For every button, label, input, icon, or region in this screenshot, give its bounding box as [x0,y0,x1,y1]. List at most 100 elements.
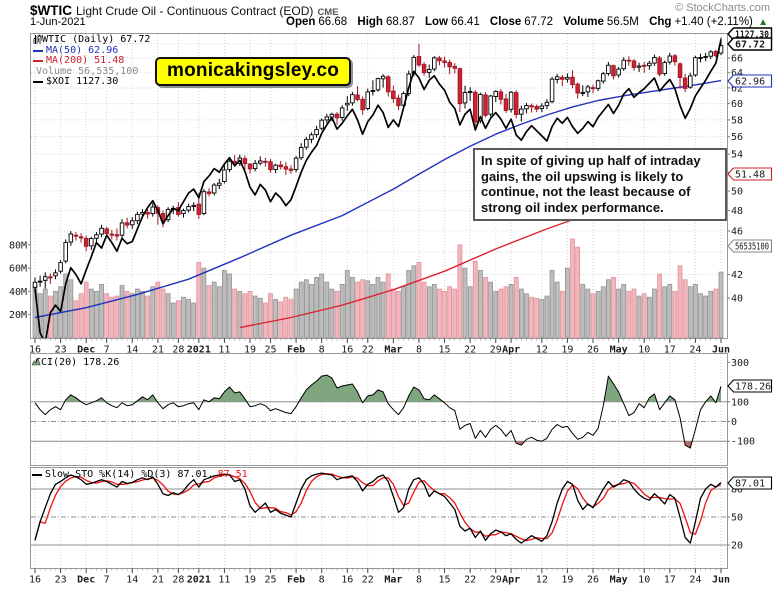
svg-text:Dec: Dec [77,575,95,586]
legend-symbol-row: $WTIC (Daily) 67.72 [33,34,151,46]
svg-text:26: 26 [587,345,599,356]
candlesticks [32,37,724,292]
change-value: +1.40 (+2.11%) [674,16,753,28]
legend-symbol-label: $WTIC (Daily) 67.72 [36,34,151,45]
volume-value: 56.5M [606,16,639,28]
main-legend: $WTIC (Daily) 67.72 MA(50) 62.96 MA(200)… [33,34,151,88]
svg-text:42: 42 [731,270,743,281]
svg-text:178.26: 178.26 [735,382,771,393]
svg-text:50: 50 [731,187,743,198]
svg-text:19: 19 [244,345,256,356]
svg-text:87.01: 87.01 [735,479,765,490]
svg-text:12: 12 [536,345,548,356]
svg-text:60M: 60M [9,264,27,275]
stockcharts-credit: © StockCharts.com [675,2,770,14]
low-label: Low [424,16,448,28]
svg-text:17: 17 [664,345,676,356]
svg-text:25: 25 [264,345,276,356]
volume-label: Volume [563,16,604,28]
svg-text:21: 21 [152,345,164,356]
svg-text:80: 80 [731,485,743,496]
svg-text:20: 20 [731,540,743,551]
symbol-description: Light Crude Oil - Continuous Contract (E… [76,4,314,18]
svg-text:46: 46 [731,226,743,237]
svg-text:May: May [610,345,628,356]
close-value: 67.72 [524,16,554,28]
svg-text:22: 22 [362,345,374,356]
svg-text:19: 19 [561,575,573,586]
watermark-badge: monicakingsley.co [155,57,351,86]
svg-text:22: 22 [464,575,476,586]
legend-ma200-row: MA(200) 51.48 [33,55,150,67]
svg-text:56: 56 [731,132,743,143]
svg-text:56535100: 56535100 [735,242,769,253]
sto-legend: Slow STO %K(14) %D(3) 87.01, 87.51 [32,469,248,480]
svg-text:22: 22 [464,345,476,356]
svg-text:48: 48 [731,206,743,217]
open-value: 66.68 [318,16,348,28]
svg-text:19: 19 [561,345,573,356]
svg-text:16: 16 [29,575,41,586]
svg-text:40M: 40M [9,287,27,298]
volume-bars [32,238,724,338]
cci-legend: CCI(20) 178.26 [32,357,119,368]
svg-text:14: 14 [126,575,138,586]
svg-text:Mar: Mar [384,575,402,586]
svg-text:Apr: Apr [502,575,520,586]
symbol-label: $WTIC [30,3,72,18]
quote-row: 1-Jun-2021 Open 66.68 High 68.87 Low 66.41 … [30,16,772,30]
svg-text:51.48: 51.48 [735,170,765,181]
svg-text:21: 21 [152,575,164,586]
svg-text:0: 0 [731,417,737,428]
svg-text:100: 100 [731,397,749,408]
chart-header: $WTIC Light Crude Oil - Continuous Contra… [30,2,772,18]
line-dash-icon [33,49,43,52]
svg-text:67.72: 67.72 [735,40,765,51]
svg-text:-100: -100 [731,437,755,448]
svg-text:20M: 20M [9,310,27,321]
legend-volume-label: Volume 56,535,100 [36,65,139,77]
legend-ma50-row: MA(50) 62.96 [33,45,150,57]
svg-text:11: 11 [218,575,230,586]
svg-text:8: 8 [416,345,422,356]
svg-text:2021: 2021 [187,345,211,356]
svg-text:64: 64 [731,68,743,79]
svg-text:22: 22 [362,575,374,586]
svg-text:28: 28 [172,575,184,586]
svg-text:29: 29 [490,345,502,356]
svg-text:16: 16 [341,345,353,356]
svg-text:Mar: Mar [384,345,402,356]
svg-text:80M: 80M [9,240,27,251]
legend-ma200-label: MA(200) 51.48 [46,55,125,66]
svg-text:28: 28 [172,345,184,356]
svg-text:24: 24 [689,345,701,356]
svg-text:16: 16 [341,575,353,586]
svg-text:7: 7 [104,575,110,586]
svg-text:Apr: Apr [502,345,520,356]
svg-text:11: 11 [218,345,230,356]
svg-text:16: 16 [29,345,41,356]
svg-text:7: 7 [104,345,110,356]
svg-text:15: 15 [439,575,451,586]
svg-text:26: 26 [587,575,599,586]
cci-legend-label: CCI(20) 178.26 [35,357,120,368]
svg-text:50: 50 [731,513,743,524]
svg-text:62.96: 62.96 [735,77,765,88]
line-dash-icon [32,473,42,476]
sto-d-value: 87.51 [217,469,248,480]
line-dash-icon [33,60,43,63]
svg-text:40: 40 [731,293,743,304]
chart-date: 1-Jun-2021 [30,16,86,28]
svg-text:2021: 2021 [187,575,211,586]
low-value: 66.41 [450,16,480,28]
svg-text:May: May [610,575,628,586]
line-dash-icon [33,81,43,84]
svg-text:60: 60 [731,99,743,110]
high-value: 68.87 [385,16,415,28]
exchange-label: CME [317,7,339,18]
svg-text:14: 14 [126,345,138,356]
svg-text:1127.30: 1127.30 [735,30,769,41]
svg-text:Feb: Feb [287,575,305,586]
